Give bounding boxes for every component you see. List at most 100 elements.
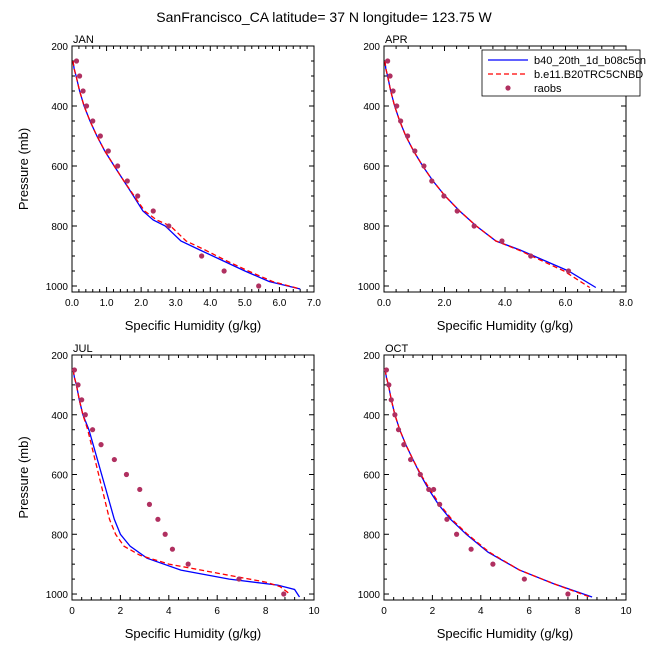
panel-apr: APR 0.0 2.0 4.0 6.0 8.0 200 400 600 800 1000 Specif… [358, 34, 634, 333]
panel-oct-series-b40-20th-1d-b08c5cn-line [384, 369, 593, 598]
panel-apr-series-raobs-point [390, 88, 396, 94]
panel-jan-series-raobs-point [135, 193, 141, 199]
panel-jan-series-raobs-point [77, 73, 83, 79]
panel-apr-series-raobs-point [454, 208, 460, 214]
panel-apr-series-raobs-point [387, 73, 393, 79]
panel-jan-ytick-label: 400 [51, 102, 68, 113]
panel-apr-series-raobs-point [565, 268, 572, 274]
panel-jul-xtick-label: 10 [308, 606, 320, 617]
panel-jan-xlabel: Specific Humidity (g/kg) [125, 318, 262, 333]
panel-oct-series-raobs-point [388, 397, 394, 403]
panel-jan-series-raobs-point [115, 163, 121, 169]
panel-jul-ytick-label: 600 [51, 471, 68, 482]
panel-jan-series-raobs-point [150, 208, 156, 214]
panel-apr-series-raobs-point [412, 148, 418, 154]
panel-jul-xtick-label: 2 [118, 606, 124, 617]
panel-jan-xtick-label: 4.0 [203, 298, 217, 309]
panel-oct-series-raobs-point [454, 531, 460, 537]
panel-oct: OCT 0 2 4 6 8 10 200 400 600 800 1000 Specific Humid… [358, 343, 632, 641]
panel-jul-label: JUL [73, 343, 93, 355]
panel-apr-series-raobs-point [394, 103, 400, 109]
panel-oct-series-raobs-point [437, 501, 443, 507]
panel-jul-xtick-label: 0 [69, 606, 75, 617]
panel-oct-xtick-label: 8 [575, 606, 581, 617]
panel-oct-series-raobs-point [431, 486, 437, 493]
panel-oct-xtick-label: 4 [478, 606, 484, 617]
panel-jan: JAN 0.0 1.0 2.0 3.0 4.0 5.0 6.0 7.0 200 400 600 800 1… [16, 34, 321, 333]
panel-jan-ytick-label: 1000 [46, 282, 69, 293]
panel-jul-series-raobs-point [236, 576, 242, 582]
panel-apr-series-raobs-point [471, 223, 477, 229]
panel-oct-ytick-label: 1000 [358, 590, 381, 601]
panel-oct-xtick-label: 6 [526, 606, 532, 617]
panel-jul-series-raobs-point [75, 382, 81, 388]
panel-apr-series-raobs-point [528, 253, 534, 259]
legend-entry-raobs-marker [505, 85, 511, 91]
panel-oct-series-raobs-point [426, 486, 432, 493]
panel-apr-series-raobs-point [398, 118, 404, 124]
panel-jul-ytick-label: 200 [51, 351, 68, 362]
panel-oct-series-raobs-point [521, 576, 527, 582]
panel-apr-series-raobs-point [404, 133, 411, 139]
panel-jul-xlabel: Specific Humidity (g/kg) [125, 626, 262, 641]
panel-apr-label: APR [385, 34, 408, 46]
panel-jul-series-b-e11-b20trc5cnbd-line [72, 369, 291, 595]
panel-jan-ytick-label: 600 [51, 162, 68, 173]
panel-jan-frame [71, 45, 315, 293]
panel-oct-series-raobs-point [401, 442, 407, 448]
panel-jul-ytick-label: 1000 [46, 590, 69, 601]
panel-jul-xtick-label: 6 [214, 606, 220, 617]
panel-oct-xtick-label: 0 [381, 606, 387, 617]
panel-apr-xtick-label: 2.0 [438, 298, 452, 309]
panel-oct-ytick-label: 600 [363, 471, 380, 482]
panel-apr-ytick-label: 400 [363, 102, 380, 113]
panel-jan-series-raobs-point [124, 178, 130, 184]
panel-apr-xtick-label: 8.0 [619, 298, 633, 309]
figure-title: SanFrancisco_CA latitude= 37 N longitude… [156, 9, 492, 25]
panel-jul-series-raobs-point [89, 427, 96, 433]
panel-apr-ytick-label: 600 [363, 162, 380, 173]
panel-jul-series-raobs-point [123, 471, 130, 478]
panel-apr-xtick-label: 4.0 [498, 298, 512, 309]
panel-jan-series-raobs-point [221, 268, 227, 274]
legend-entry-raobs-label: raobs [534, 83, 562, 95]
panel-jan-series-raobs-point [97, 133, 103, 139]
panel-jul-ytick-label: 800 [51, 530, 68, 541]
panel-apr-xlabel: Specific Humidity (g/kg) [437, 318, 574, 333]
panel-jan-series-raobs-point [105, 148, 111, 154]
panel-apr-series-b-e11-b20trc5cnbd-line [384, 60, 591, 289]
panel-oct-ytick-label: 800 [363, 530, 380, 541]
panel-jul-series-raobs-point [185, 561, 191, 567]
panel-oct-ytick-label: 400 [363, 411, 380, 422]
panel-apr-xtick-label: 0.0 [377, 298, 391, 309]
panel-jan-xtick-label: 0.0 [65, 298, 79, 309]
panel-jan-xtick-label: 3.0 [169, 298, 183, 309]
panel-jul-series-raobs-point [71, 367, 78, 373]
panel-oct-xtick-label: 10 [620, 606, 632, 617]
panel-oct-series-raobs-point [392, 412, 398, 418]
panel-apr-series-raobs-point [385, 58, 391, 64]
panel-jan-series-raobs-point [166, 223, 172, 229]
panel-oct-series-raobs-point [395, 427, 402, 433]
panel-jan-series-raobs-point [80, 88, 86, 94]
panel-oct-series-raobs-point [417, 471, 423, 478]
panel-apr-series-raobs-point [499, 238, 505, 244]
panel-jul-series-raobs-point [82, 412, 88, 418]
panel-oct-series-raobs-point [383, 367, 390, 373]
panel-jan-series-b40-20th-1d-b08c5cn-line [72, 60, 301, 290]
panel-jan-xtick-label: 5.0 [238, 298, 252, 309]
panel-oct-frame [383, 354, 627, 601]
panel-oct-series-raobs-point [386, 382, 392, 388]
panel-jan-xtick-label: 1.0 [100, 298, 114, 309]
panel-oct-series-raobs-point [565, 591, 571, 597]
panel-jul-ylabel: Pressure (mb) [16, 436, 31, 518]
legend: b40_20th_1d_b08c5cn b.e11.B20TRC5CNBD raob… [481, 49, 646, 97]
panel-oct-series-raobs-point [444, 516, 450, 522]
panel-jan-label: JAN [73, 34, 94, 46]
legend-entry-b-e11-b20trc5cnbd-label: b.e11.B20TRC5CNBD [534, 69, 643, 81]
panel-apr-ytick-label: 1000 [358, 282, 381, 293]
panel-oct-series-raobs-point [468, 546, 474, 552]
panel-jul-series-raobs-point [162, 531, 168, 537]
panel-jan-ylabel: Pressure (mb) [16, 128, 31, 210]
panel-jan-series-raobs-point [73, 58, 80, 64]
